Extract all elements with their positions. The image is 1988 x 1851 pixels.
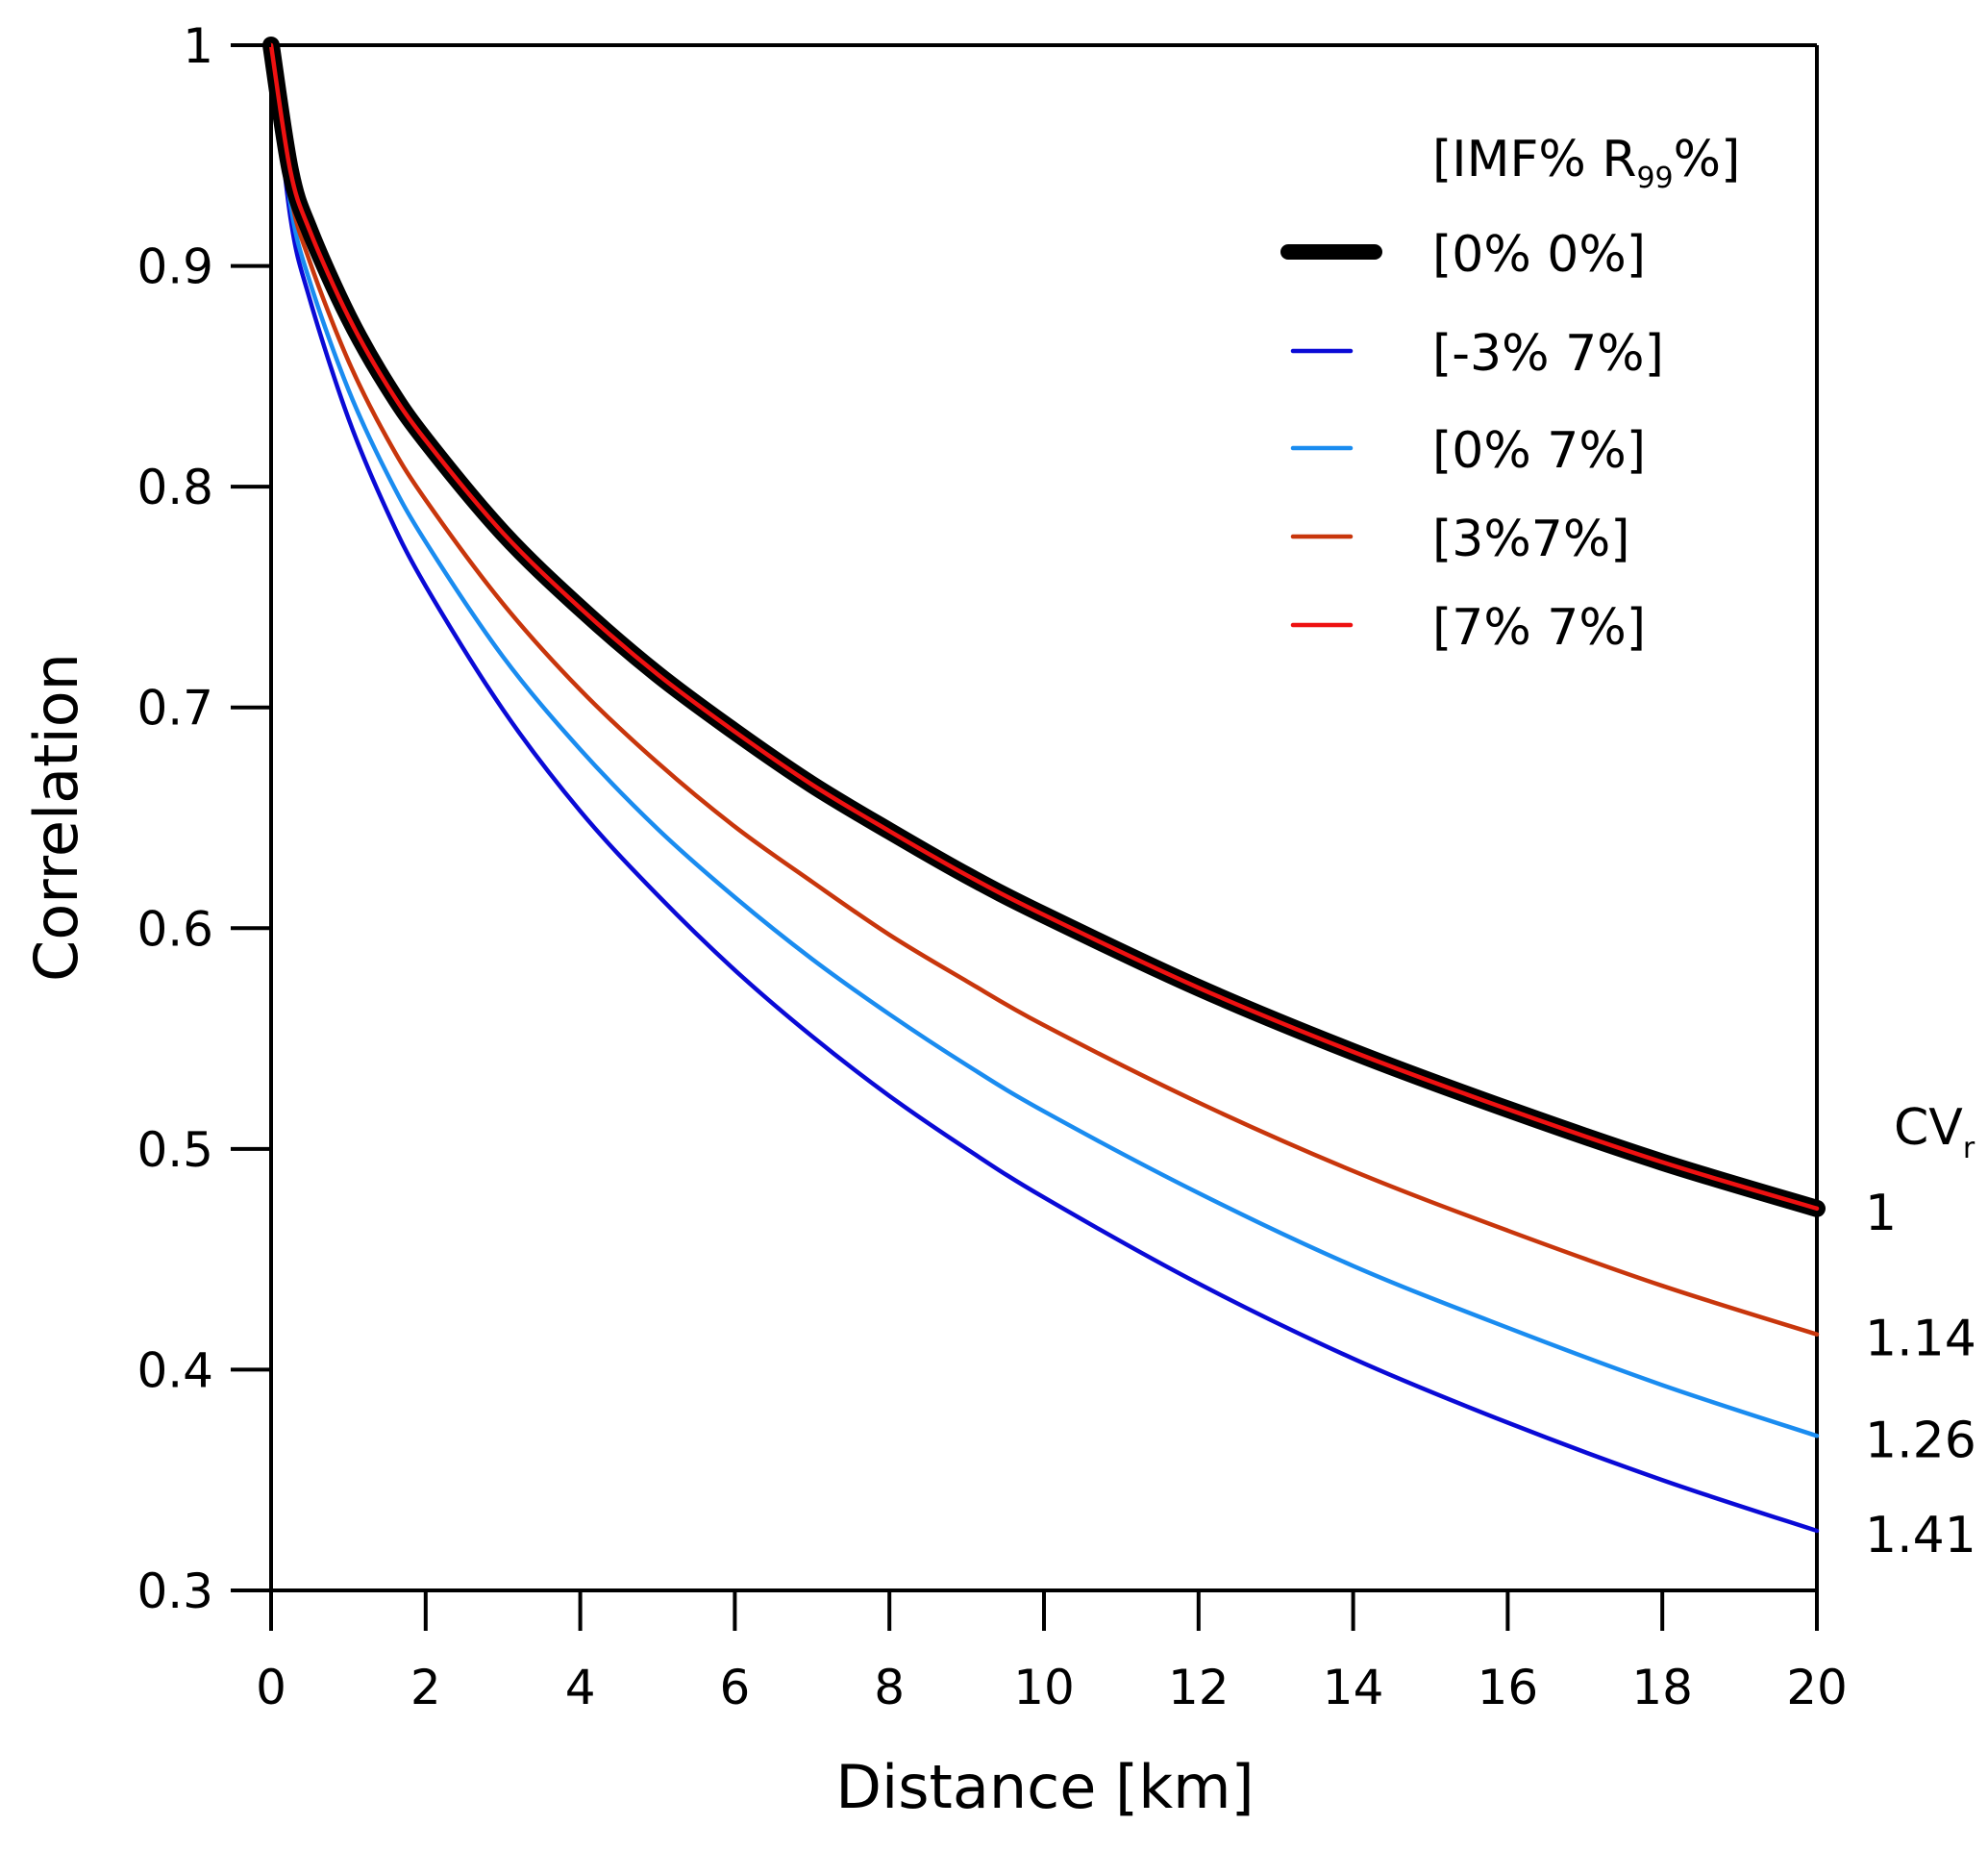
y-tick-label: 0.3 — [137, 1563, 213, 1619]
x-tick-label: 2 — [410, 1660, 441, 1715]
y-axis-title: Correlation — [21, 653, 91, 982]
x-tick-label: 6 — [719, 1660, 750, 1715]
x-axis-title: Distance [km] — [835, 1752, 1254, 1822]
series-line-5 — [268, 42, 1820, 1212]
x-tick-label: 0 — [256, 1660, 286, 1715]
cv-title-main: CV — [1894, 1099, 1963, 1157]
cv-value-label: 1 — [1865, 1185, 1897, 1242]
x-tick-label: 8 — [874, 1660, 905, 1715]
x-tick-label: 20 — [1786, 1660, 1848, 1715]
legend-title-sub: 99 — [1636, 162, 1673, 195]
x-tick-label: 18 — [1631, 1660, 1693, 1715]
x-tick-label: 12 — [1168, 1660, 1230, 1715]
legend-label-4: [3%7%] — [1432, 511, 1630, 568]
y-tick-label: 1 — [183, 18, 213, 74]
legend-label-2: [-3% 7%] — [1432, 325, 1664, 383]
legend-label-3: [0% 7%] — [1432, 422, 1646, 480]
axes — [269, 43, 1819, 1629]
cv-value-label: 1.26 — [1865, 1412, 1976, 1469]
cv-values: 1 1.41 1.26 1.14 — [1865, 1185, 1976, 1564]
ticks: 0 2 4 6 8 10 12 14 16 18 20 0.3 0.4 0.5 0.6 0.7 0.8 0.9 1 — [137, 18, 1847, 1715]
legend-label-5: [7% 7%] — [1432, 599, 1646, 657]
legend-title-main: [IMF% R — [1432, 131, 1636, 188]
x-tick-label: 14 — [1323, 1660, 1384, 1715]
y-tick-label: 0.8 — [137, 460, 213, 515]
series-line-3 — [268, 42, 1820, 1438]
y-tick-label: 0.9 — [137, 239, 213, 295]
cv-value-label: 1.14 — [1865, 1311, 1976, 1368]
legend-title-end: %] — [1674, 131, 1741, 188]
legend-items: [0% 0%] [-3% 7%] [0% 7%] [3%7%] [7% 7%] — [1280, 226, 1664, 657]
cv-annotations: CVr 1 1.41 1.26 1.14 — [1865, 1099, 1976, 1564]
cv-title-sub: r — [1963, 1132, 1976, 1165]
legend-title: [IMF% R99%] — [1432, 131, 1740, 195]
series-line-2 — [268, 42, 1820, 1534]
x-tick-label: 16 — [1478, 1660, 1539, 1715]
curves — [262, 37, 1826, 1534]
cv-title: CVr — [1894, 1099, 1976, 1165]
cv-value-label: 1.41 — [1865, 1507, 1976, 1564]
x-tick-label: 4 — [565, 1660, 596, 1715]
y-tick-label: 0.6 — [137, 901, 213, 957]
y-tick-label: 0.7 — [137, 681, 213, 737]
legend-label-1: [0% 0%] — [1432, 226, 1646, 284]
legend: [IMF% R99%] [0% 0%] [-3% 7%] [0% 7%] [3%7%]… — [1280, 131, 1740, 657]
x-tick-label: 10 — [1013, 1660, 1075, 1715]
y-tick-label: 0.4 — [137, 1342, 213, 1398]
series-line-4 — [268, 42, 1820, 1337]
y-tick-label: 0.5 — [137, 1122, 213, 1178]
